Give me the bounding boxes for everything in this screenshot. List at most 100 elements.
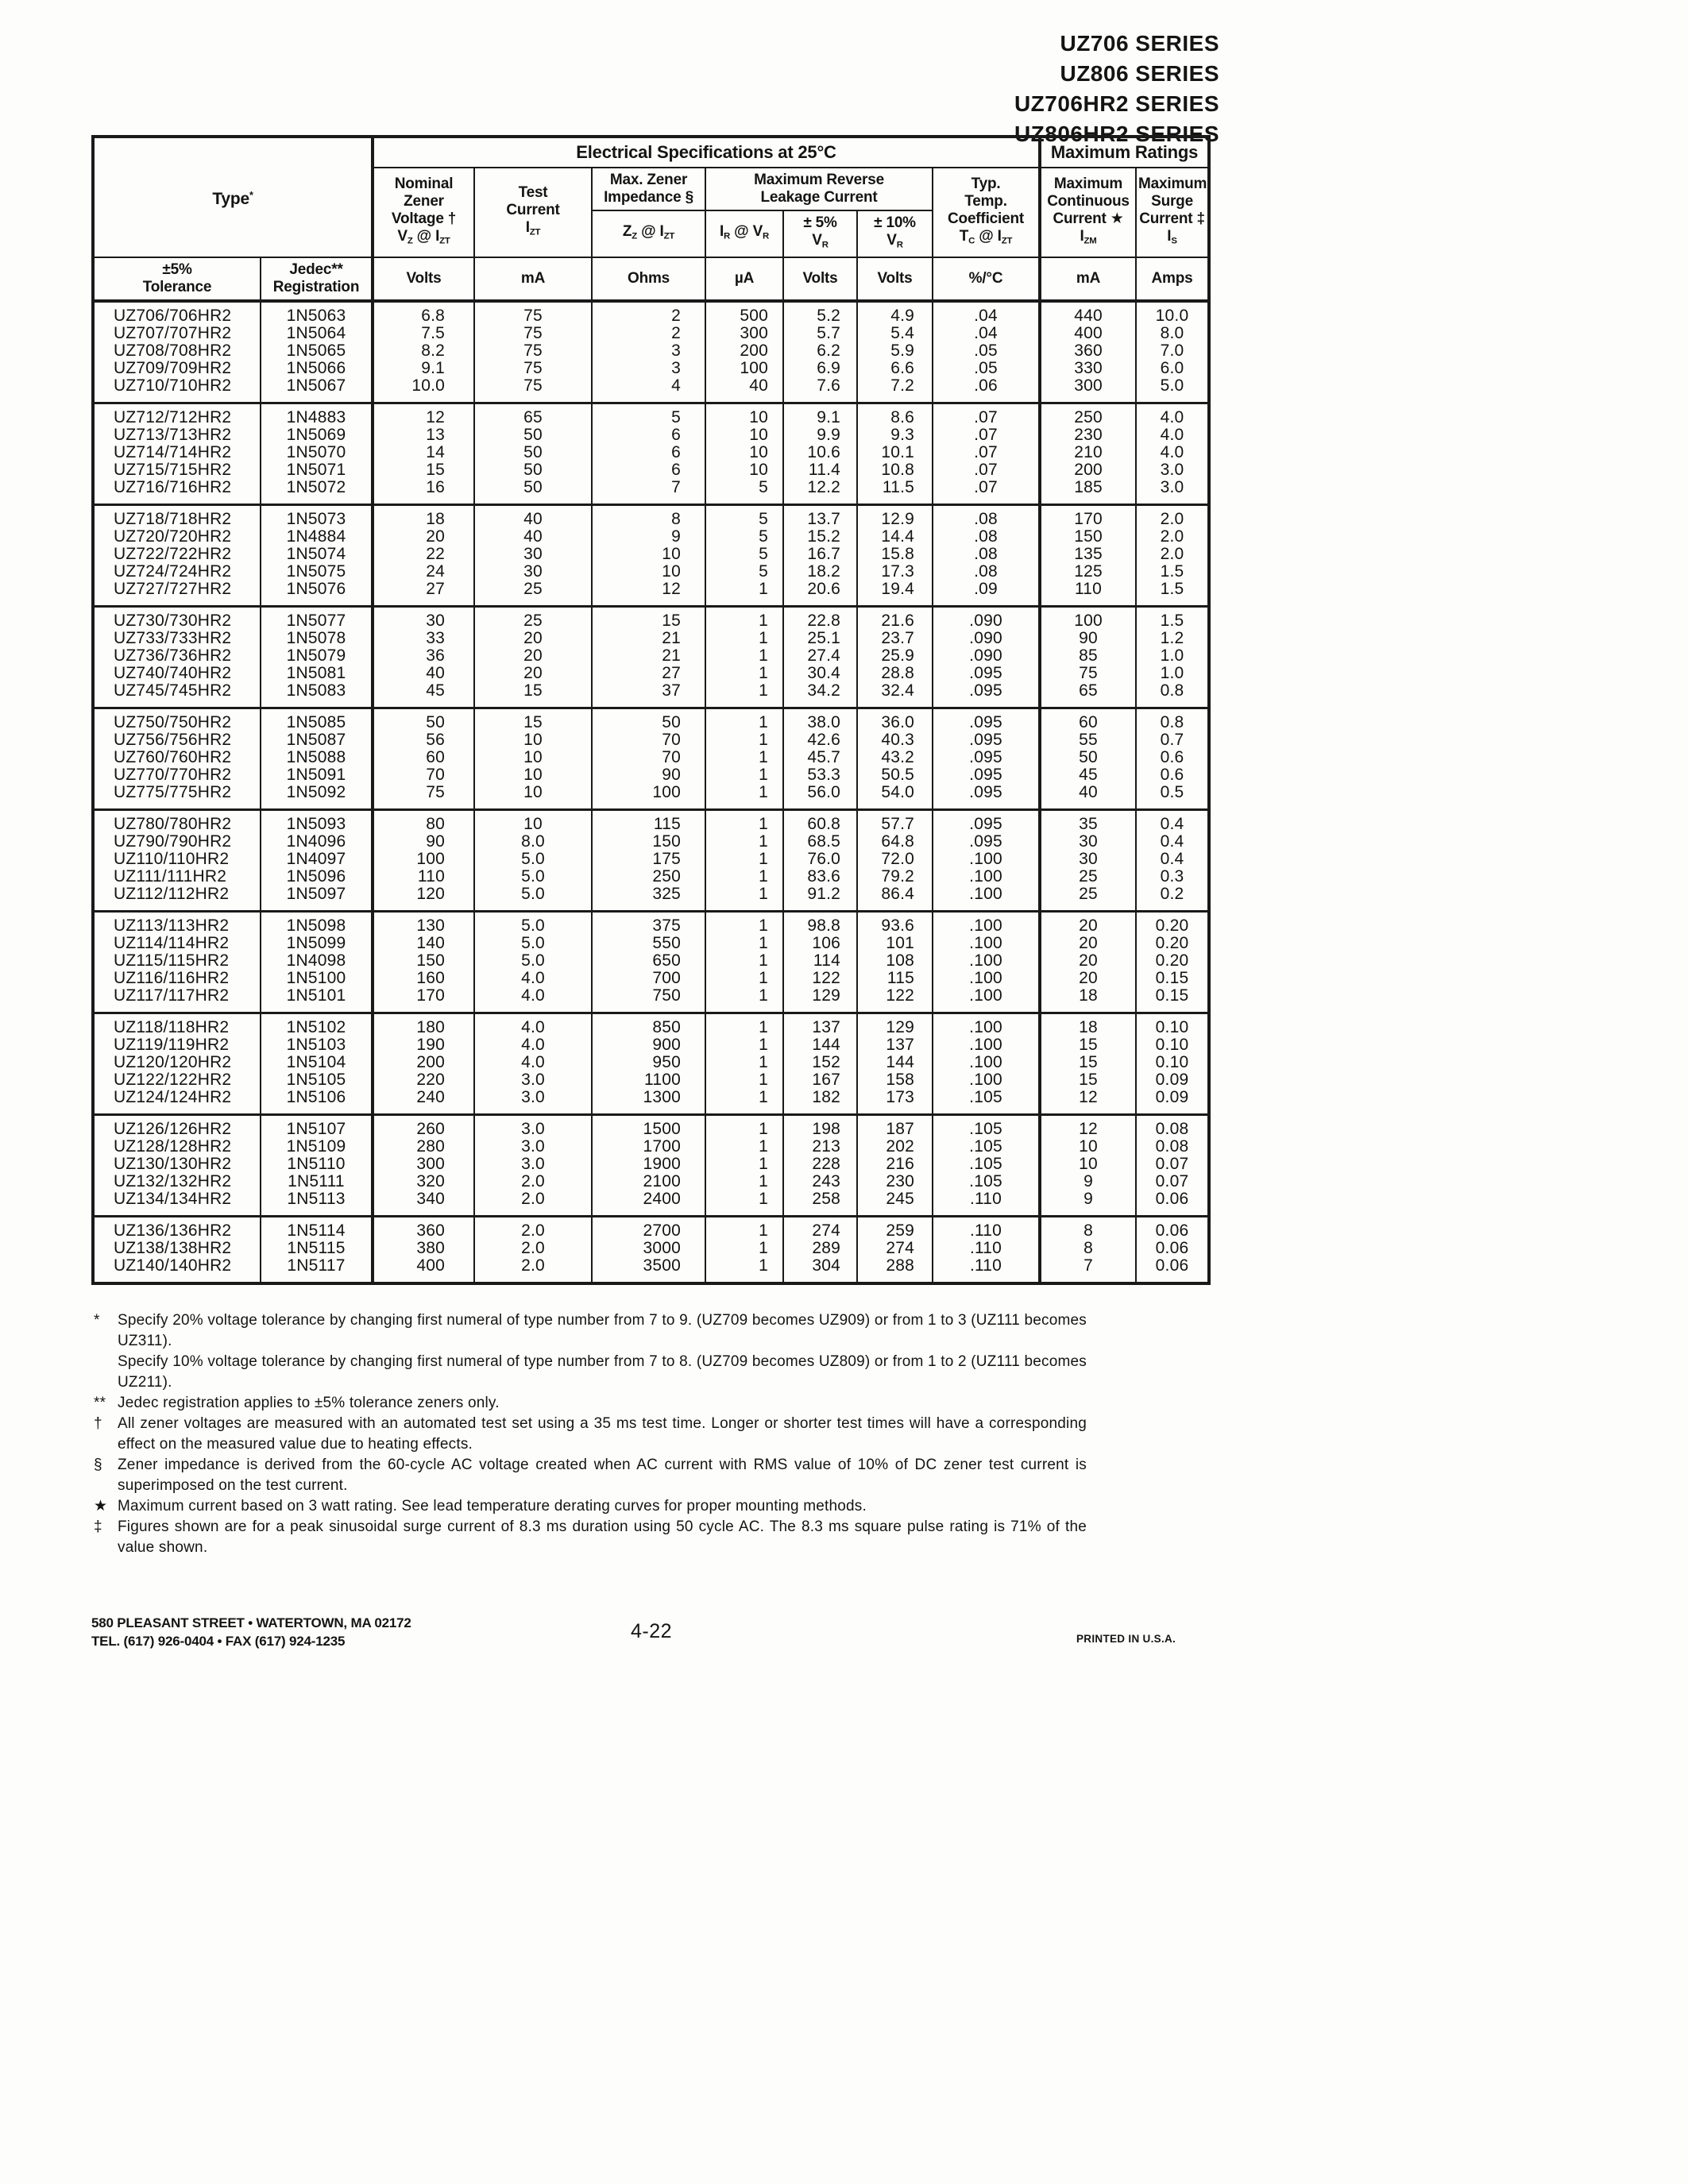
cell-jedec: 1N5075 bbox=[259, 563, 375, 581]
cell-temp-coeff: .100 bbox=[932, 1054, 1042, 1072]
table-row: UZ708/708HR2 1N5065 8.2 75 3 200 6.2 5.9.05 360 7… bbox=[92, 342, 1211, 361]
cell-vr-10pct: 57.7 bbox=[856, 808, 934, 834]
cell-impedance-ohms: 2100 bbox=[591, 1173, 707, 1191]
cell-leakage-ua: 1 bbox=[705, 868, 785, 886]
cell-leakage-ua: 500 bbox=[705, 299, 785, 326]
cell-izm-ma: 45 bbox=[1039, 766, 1138, 785]
cell-type: UZ710/710HR2 bbox=[92, 377, 261, 403]
cell-vr-10pct: 28.8 bbox=[856, 665, 934, 683]
cell-nominal-volts: 170 bbox=[372, 987, 476, 1013]
cell-izm-ma: 75 bbox=[1039, 665, 1138, 683]
cell-surge-amps: 2.0 bbox=[1135, 546, 1211, 564]
cell-impedance-ohms: 750 bbox=[591, 987, 707, 1013]
cell-nominal-volts: 14 bbox=[372, 444, 476, 462]
cell-leakage-ua: 1 bbox=[705, 1089, 785, 1115]
cell-vr-10pct: 23.7 bbox=[856, 630, 934, 648]
cell-impedance-ohms: 10 bbox=[591, 546, 707, 564]
cell-vr-5pct: 10.6 bbox=[782, 444, 859, 462]
cell-izm-ma: 150 bbox=[1039, 528, 1138, 546]
cell-vr-5pct: 228 bbox=[782, 1156, 859, 1174]
cell-temp-coeff: .095 bbox=[932, 707, 1042, 732]
cell-temp-coeff: .100 bbox=[932, 910, 1042, 936]
cell-nominal-volts: 33 bbox=[372, 630, 476, 648]
cell-leakage-ua: 1 bbox=[705, 1054, 785, 1072]
footnote: ★ Maximum current based on 3 watt rating.… bbox=[94, 1496, 1087, 1517]
cell-jedec: 1N4098 bbox=[259, 952, 375, 970]
cell-vr-5pct: 9.1 bbox=[782, 402, 859, 427]
cell-temp-coeff: .095 bbox=[932, 749, 1042, 767]
cell-temp-coeff: .095 bbox=[932, 682, 1042, 708]
series-title: UZ706 SERIES bbox=[1060, 31, 1219, 56]
cell-leakage-ua: 40 bbox=[705, 377, 785, 403]
cell-temp-coeff: .105 bbox=[932, 1156, 1042, 1174]
cell-temp-coeff: .100 bbox=[932, 952, 1042, 970]
column-header-row: Nominal Zener Voltage † VZ @ IZT Test Curren… bbox=[93, 166, 1211, 259]
cell-vr-5pct: 274 bbox=[782, 1215, 859, 1241]
cell-surge-amps: 0.5 bbox=[1135, 784, 1211, 810]
cell-type: UZ117/117HR2 bbox=[92, 987, 261, 1013]
cell-vr-10pct: 7.2 bbox=[856, 377, 934, 403]
cell-test-ma: 5.0 bbox=[473, 910, 593, 936]
cell-test-ma: 5.0 bbox=[473, 886, 593, 912]
table-row: UZ713/713HR2 1N5069 13 50 6 10 9.9 9.3.07 230 4.0 bbox=[92, 426, 1211, 445]
cell-vr-5pct: 5.7 bbox=[782, 325, 859, 343]
cell-leakage-ua: 1 bbox=[705, 1071, 785, 1090]
cell-vr-5pct: 60.8 bbox=[782, 808, 859, 834]
leakage-symbol-header: IR @ VR bbox=[705, 209, 785, 259]
cell-vr-10pct: 4.9 bbox=[856, 299, 934, 326]
cell-test-ma: 40 bbox=[473, 504, 593, 529]
cell-vr-5pct: 304 bbox=[782, 1257, 859, 1284]
cell-izm-ma: 360 bbox=[1039, 342, 1138, 361]
cell-surge-amps: 7.0 bbox=[1135, 342, 1211, 361]
cell-type: UZ116/116HR2 bbox=[92, 970, 261, 988]
cell-type: UZ120/120HR2 bbox=[92, 1054, 261, 1072]
table-row: UZ727/727HR2 1N5076 27 25 12 1 20.6 19.4.09 110 1… bbox=[92, 581, 1211, 607]
cell-izm-ma: 15 bbox=[1039, 1054, 1138, 1072]
cell-vr-10pct: 25.9 bbox=[856, 647, 934, 666]
cell-type: UZ113/113HR2 bbox=[92, 910, 261, 936]
cell-jedec: 1N5065 bbox=[259, 342, 375, 361]
cell-surge-amps: 10.0 bbox=[1135, 299, 1211, 326]
cell-temp-coeff: .07 bbox=[932, 461, 1042, 480]
cell-vr-10pct: 11.5 bbox=[856, 479, 934, 505]
cell-izm-ma: 25 bbox=[1039, 886, 1138, 912]
cell-jedec: 1N5078 bbox=[259, 630, 375, 648]
cell-test-ma: 4.0 bbox=[473, 987, 593, 1013]
cell-leakage-ua: 1 bbox=[705, 731, 785, 750]
cell-surge-amps: 0.09 bbox=[1135, 1089, 1211, 1115]
table-row: UZ733/733HR2 1N5078 33 20 21 1 25.1 23.7.090 90 1… bbox=[92, 630, 1211, 648]
table-row: UZ128/128HR2 1N5109 280 3.0 1700 1 213 202.105 1… bbox=[92, 1138, 1211, 1156]
cell-type: UZ713/713HR2 bbox=[92, 426, 261, 445]
cell-type: UZ736/736HR2 bbox=[92, 647, 261, 666]
cell-temp-coeff: .05 bbox=[932, 342, 1042, 361]
cell-jedec: 1N5074 bbox=[259, 546, 375, 564]
cell-impedance-ohms: 2400 bbox=[591, 1190, 707, 1217]
cell-test-ma: 65 bbox=[473, 402, 593, 427]
cell-vr-5pct: 25.1 bbox=[782, 630, 859, 648]
cell-impedance-ohms: 90 bbox=[591, 766, 707, 785]
cell-nominal-volts: 240 bbox=[372, 1089, 476, 1115]
cell-leakage-ua: 1 bbox=[705, 682, 785, 708]
cell-nominal-volts: 150 bbox=[372, 952, 476, 970]
cell-jedec: 1N5097 bbox=[259, 886, 375, 912]
cell-leakage-ua: 1 bbox=[705, 851, 785, 869]
cell-impedance-ohms: 375 bbox=[591, 910, 707, 936]
cell-test-ma: 2.0 bbox=[473, 1190, 593, 1217]
cell-impedance-ohms: 2 bbox=[591, 299, 707, 326]
cell-impedance-ohms: 3500 bbox=[591, 1257, 707, 1284]
cell-vr-5pct: 122 bbox=[782, 970, 859, 988]
cell-nominal-volts: 75 bbox=[372, 784, 476, 810]
cell-jedec: 1N5111 bbox=[259, 1173, 375, 1191]
cell-vr-5pct: 137 bbox=[782, 1012, 859, 1037]
cell-type: UZ716/716HR2 bbox=[92, 479, 261, 505]
cell-vr-10pct: 259 bbox=[856, 1215, 934, 1241]
cell-vr-10pct: 6.6 bbox=[856, 360, 934, 378]
cell-type: UZ136/136HR2 bbox=[92, 1215, 261, 1241]
cell-test-ma: 40 bbox=[473, 528, 593, 546]
cell-leakage-ua: 1 bbox=[705, 581, 785, 607]
cell-jedec: 1N5093 bbox=[259, 808, 375, 834]
cell-impedance-ohms: 37 bbox=[591, 682, 707, 708]
cell-test-ma: 10 bbox=[473, 808, 593, 834]
cell-impedance-ohms: 21 bbox=[591, 630, 707, 648]
cell-surge-amps: 0.20 bbox=[1135, 952, 1211, 970]
